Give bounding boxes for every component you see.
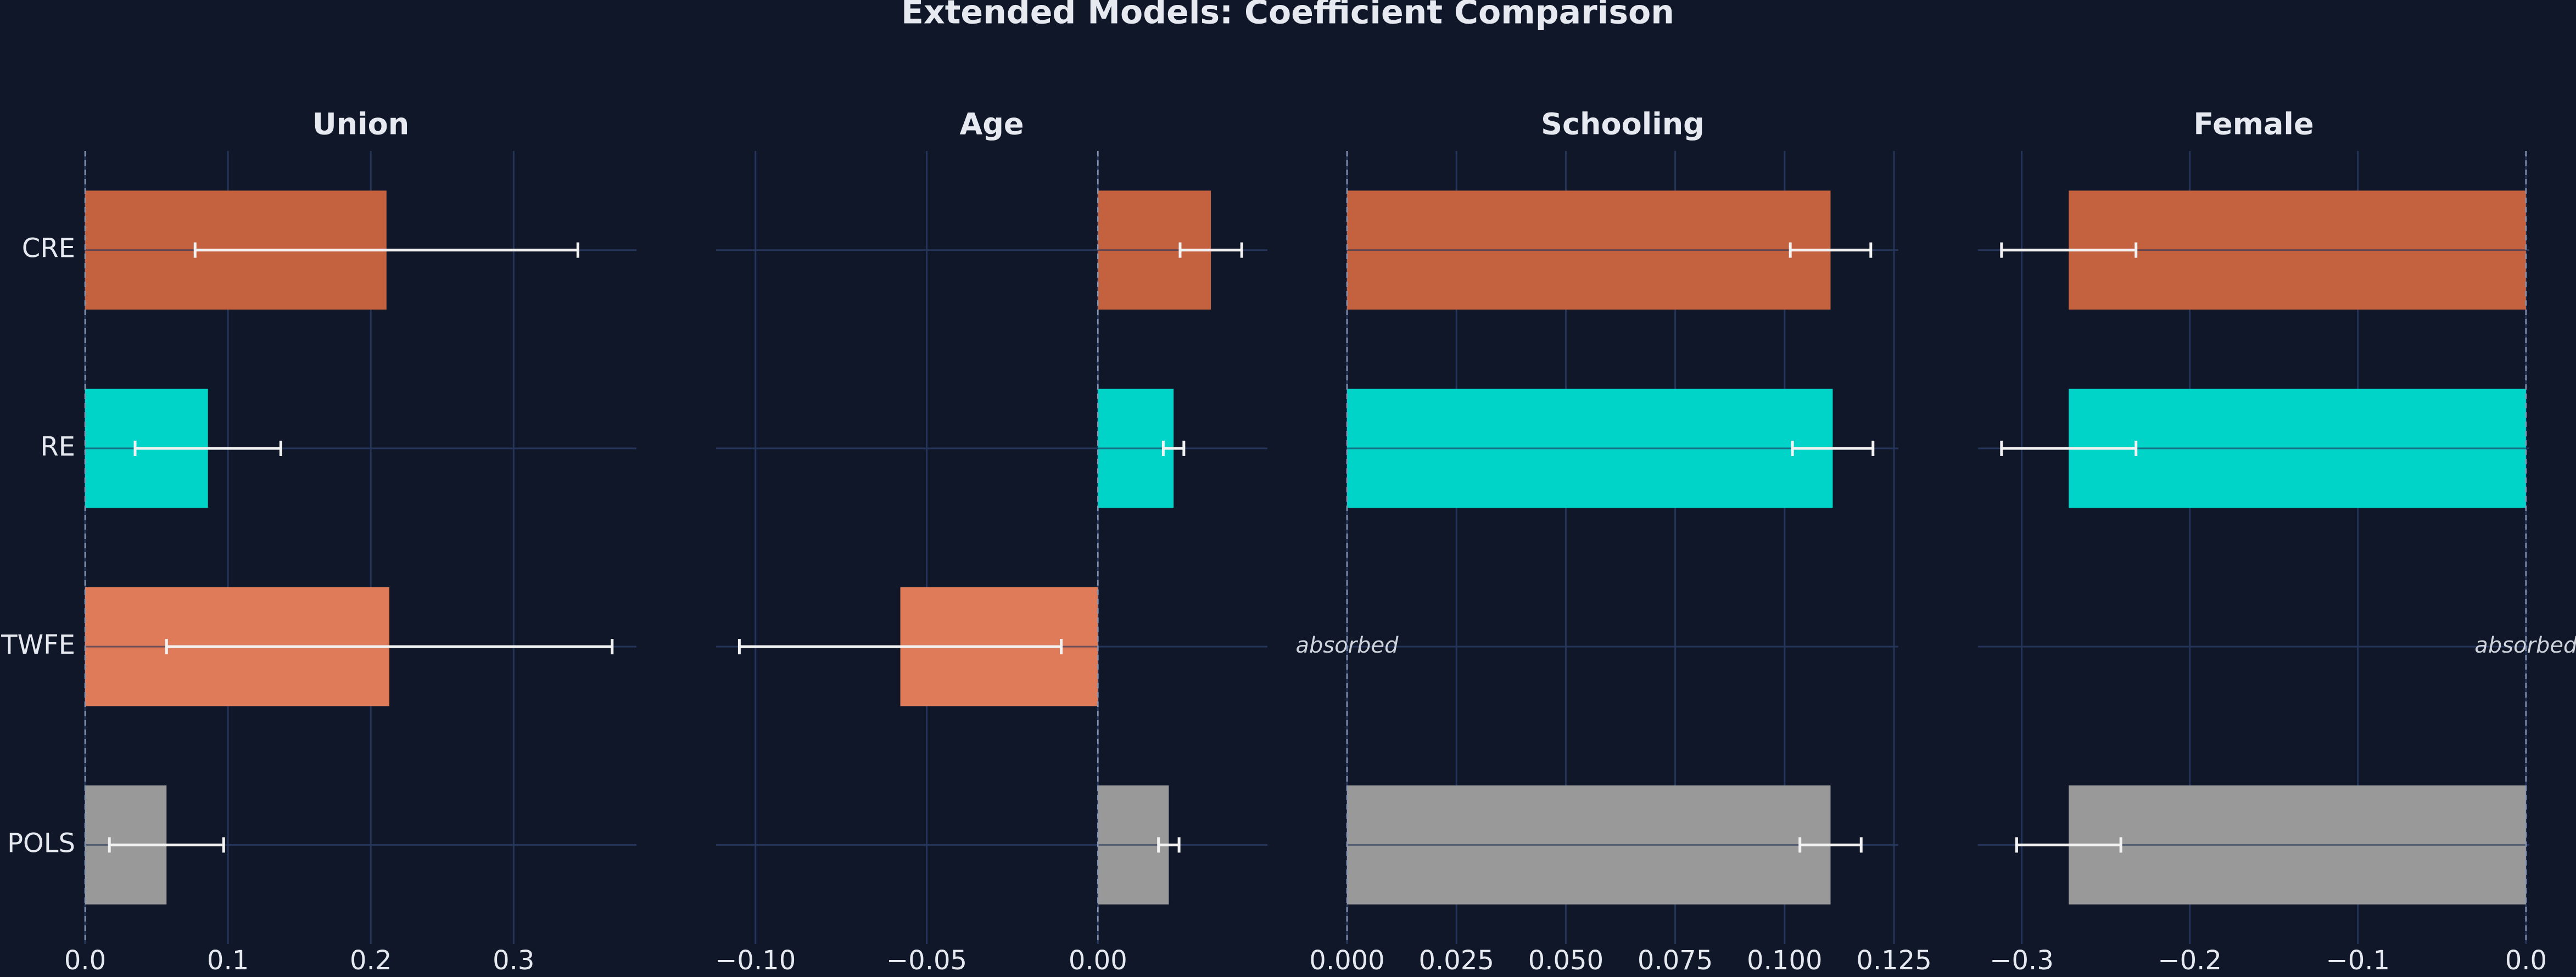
- error-bar: [737, 639, 1063, 655]
- x-tick-label: −0.05: [886, 945, 967, 976]
- error-bar: [1791, 440, 1875, 456]
- x-tick-label: 0.1: [207, 945, 249, 976]
- panel-title: Union: [312, 107, 409, 142]
- error-bar: [1798, 837, 1863, 853]
- x-tick-label: 0.025: [1418, 945, 1494, 976]
- panel-title: Schooling: [1541, 107, 1705, 142]
- x-tick-label: −0.1: [2326, 945, 2390, 976]
- x-tick-label: −0.3: [1990, 945, 2054, 976]
- x-tick-label: 0.3: [493, 945, 534, 976]
- error-bar: [108, 837, 225, 853]
- error-bar: [2000, 242, 2138, 258]
- error-bar: [1789, 242, 1873, 258]
- error-bar: [1178, 242, 1243, 258]
- y-tick-label: CRE: [22, 233, 75, 264]
- x-tick-label: 0.0: [64, 945, 106, 976]
- x-tick-label: −0.2: [2158, 945, 2222, 976]
- error-bar: [2015, 837, 2122, 853]
- x-tick-label: −0.10: [715, 945, 796, 976]
- error-bar: [165, 639, 614, 655]
- x-tick-label: 0.0: [2505, 945, 2547, 976]
- error-bar: [133, 440, 282, 456]
- error-bar: [1161, 440, 1186, 456]
- error-bar: [1157, 837, 1181, 853]
- x-tick-label: 0.000: [1309, 945, 1384, 976]
- x-tick-label: 0.100: [1747, 945, 1822, 976]
- chart-title: Extended Models: Coefficient Comparison: [901, 0, 1674, 32]
- y-tick-label: RE: [40, 431, 75, 462]
- x-tick-label: 0.125: [1856, 945, 1931, 976]
- panel-title: Age: [959, 107, 1024, 142]
- x-tick-label: 0.050: [1528, 945, 1603, 976]
- x-tick-label: 0.00: [1069, 945, 1127, 976]
- error-bar: [193, 242, 579, 258]
- y-tick-label: POLS: [7, 828, 75, 858]
- y-tick-label: TWFE: [1, 630, 75, 660]
- error-bar: [2000, 440, 2138, 456]
- x-tick-label: 0.2: [350, 945, 392, 976]
- panel-title: Female: [2193, 107, 2314, 142]
- x-tick-label: 0.075: [1638, 945, 1713, 976]
